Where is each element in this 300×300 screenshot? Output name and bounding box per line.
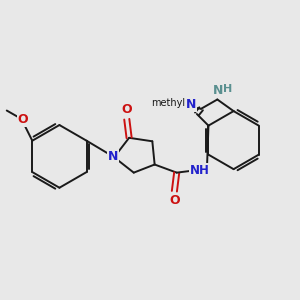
Text: H: H xyxy=(223,84,232,94)
Text: methyl: methyl xyxy=(152,98,186,108)
Text: O: O xyxy=(122,103,132,116)
Text: N: N xyxy=(108,150,118,163)
Text: NH: NH xyxy=(190,164,210,177)
Text: N: N xyxy=(213,84,224,97)
Text: N: N xyxy=(186,98,196,111)
Text: O: O xyxy=(18,113,28,126)
Text: O: O xyxy=(169,194,180,207)
